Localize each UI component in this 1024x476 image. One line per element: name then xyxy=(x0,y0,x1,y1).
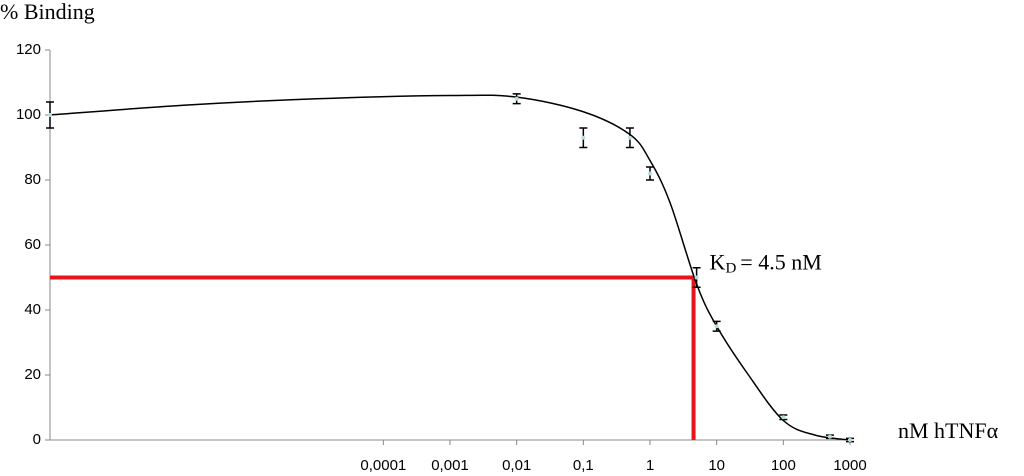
y-tick-label: 80 xyxy=(24,171,41,188)
x-axis-label: nM hTNFα xyxy=(898,418,999,443)
data-point xyxy=(827,434,832,439)
x-tick-label: 0,001 xyxy=(431,457,469,474)
x-tick-label: 0,01 xyxy=(502,457,531,474)
kd-annotation: KD = 4.5 nM xyxy=(710,250,822,277)
data-point xyxy=(627,135,632,140)
y-tick-label: 20 xyxy=(24,366,41,383)
data-point xyxy=(694,275,699,280)
x-tick-label: 0,0001 xyxy=(360,457,406,474)
x-tick-label: 100 xyxy=(771,457,796,474)
y-tick-label: 60 xyxy=(24,236,41,253)
y-tick-label: 40 xyxy=(24,301,41,318)
x-tick-label: 0,1 xyxy=(573,457,594,474)
data-point xyxy=(48,113,52,117)
data-point xyxy=(648,171,652,176)
data-point xyxy=(781,415,786,420)
kd-annotation-part: D xyxy=(725,261,736,277)
data-point xyxy=(514,96,519,101)
x-tick-label: 10 xyxy=(708,457,725,474)
y-tick-label: 120 xyxy=(16,41,41,58)
y-axis-label: % Binding xyxy=(0,0,95,24)
y-tick-label: 100 xyxy=(16,106,41,123)
fit-curve xyxy=(49,94,851,441)
y-tick-label: 0 xyxy=(33,431,41,448)
data-point xyxy=(581,135,586,140)
data-point xyxy=(848,438,852,442)
x-tick-label: 1000 xyxy=(833,457,866,474)
kd-annotation-part: = 4.5 nM xyxy=(740,250,821,275)
kd-annotation-part: K xyxy=(710,250,726,275)
x-tick-label: 1 xyxy=(646,457,654,474)
data-point xyxy=(714,324,719,329)
